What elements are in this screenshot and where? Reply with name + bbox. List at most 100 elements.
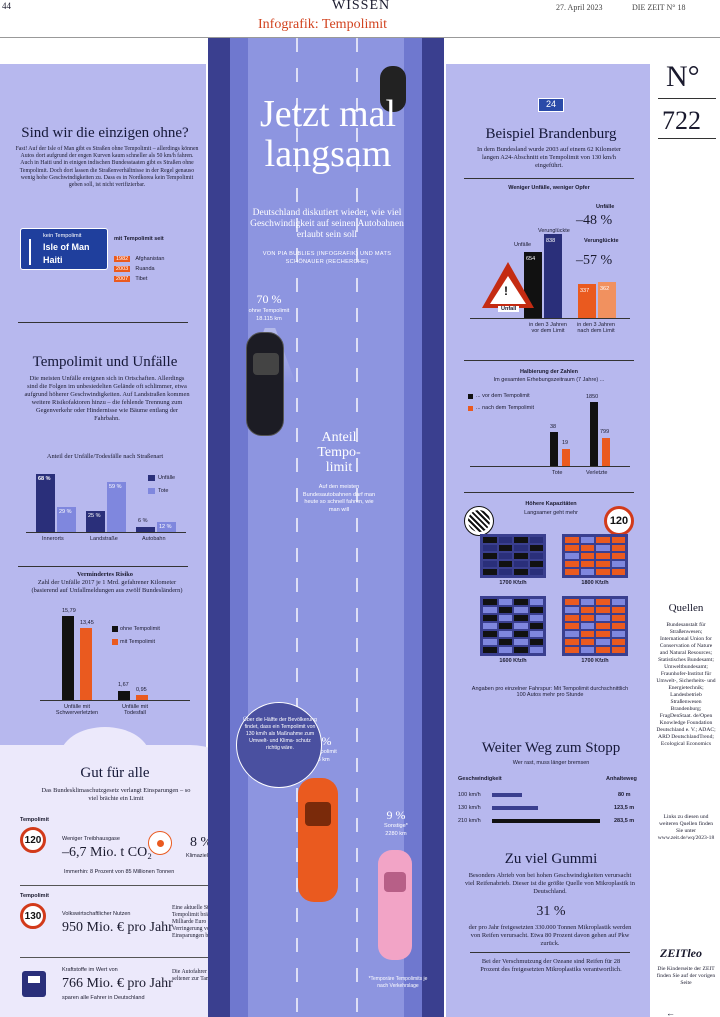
pump-window bbox=[28, 976, 40, 983]
rubber-title: Zu viel Gummi bbox=[504, 851, 598, 867]
bar-value: 19 bbox=[562, 440, 569, 446]
car3-percent: 9 % bbox=[386, 808, 406, 822]
car-cell bbox=[580, 545, 594, 551]
since-country: Tibet bbox=[135, 276, 148, 282]
bar-value: 15,79 bbox=[62, 608, 76, 614]
col-header-distance: Anhalteweg bbox=[606, 776, 637, 782]
sidebar: N° 722 Quellen Bundesanstalt für Straßen… bbox=[652, 38, 720, 1017]
bar-label: 25 % bbox=[88, 513, 101, 519]
capacity-value: 1700 Kfz/h bbox=[499, 580, 527, 586]
category-label: Autobahn bbox=[142, 536, 166, 542]
lane-marking bbox=[356, 38, 358, 1017]
bar-tod-mit bbox=[136, 695, 148, 700]
legend-swatch bbox=[148, 475, 155, 481]
car-cell bbox=[596, 553, 610, 559]
car1-label: ohne Tempolimit bbox=[248, 308, 290, 314]
capacity-title: Höhere Kapazitäten bbox=[525, 501, 577, 507]
car-cell bbox=[529, 639, 543, 645]
since-year: 2003 bbox=[114, 266, 131, 272]
bar-innerorts-tote: 29 % bbox=[57, 507, 76, 532]
divider bbox=[658, 98, 716, 99]
legend-label: ohne Tempolimit bbox=[120, 626, 160, 632]
rubber-text: Besonders Abrieb von bei hohen Geschwind… bbox=[464, 872, 636, 895]
benefit2-value: 950 Mio. € pro Jahr bbox=[62, 920, 173, 935]
sign-value: 130 bbox=[24, 910, 42, 922]
percent-verunglueckte: –57 % bbox=[576, 253, 613, 268]
accidents-chart: 68 % 29 % 25 % 59 % 6 % 12 % Innerorts L… bbox=[16, 464, 196, 554]
opinion-bubble: Über die Hälfte der Bevölkerung findet, … bbox=[236, 702, 322, 788]
bar-label: 29 % bbox=[59, 509, 72, 515]
col-header-speed: Geschwindigkeit bbox=[458, 776, 502, 782]
car-cell bbox=[565, 545, 579, 551]
lane-marking bbox=[296, 38, 298, 1017]
axis-line bbox=[40, 700, 190, 701]
car-pink bbox=[378, 850, 412, 960]
stopping-subtitle: Wer rast, muss länger bremsen bbox=[512, 760, 590, 766]
car-cell bbox=[514, 631, 528, 637]
car-cell bbox=[483, 553, 497, 559]
number-label: N° bbox=[666, 60, 700, 93]
share-text: Auf den meisten Bundesautobahnen darf ma… bbox=[302, 484, 376, 513]
car-cell bbox=[483, 607, 497, 613]
divider bbox=[464, 178, 634, 179]
speed-sign-120: 120 bbox=[604, 506, 634, 536]
capacity-subtitle: Langsamer geht mehr bbox=[524, 510, 578, 516]
car-cell bbox=[580, 599, 594, 605]
car-cell bbox=[529, 623, 543, 629]
bar-verl-nach bbox=[602, 438, 610, 466]
links-text: Links zu diesen und weiteren Quellen fin… bbox=[657, 814, 715, 841]
byline: VON PIA BUBLIES (INFOGRAFIK) UND MATS SC… bbox=[262, 251, 392, 265]
bar-value: 38 bbox=[550, 424, 557, 430]
autobahn-badge: 24 bbox=[538, 98, 564, 112]
car-cell bbox=[580, 631, 594, 637]
label-unfaelle: Unfälle bbox=[596, 204, 615, 210]
benefit3-sub: sparen alle Fahrer in Deutschland bbox=[62, 995, 145, 1001]
car-cell bbox=[580, 607, 594, 613]
since-country: Afghanistan bbox=[135, 256, 165, 262]
legend-label: Tote bbox=[158, 488, 169, 494]
benefits-title: Gut für alle bbox=[80, 765, 150, 781]
car-cell bbox=[611, 599, 625, 605]
risk-title: Vermindertes Risiko bbox=[76, 571, 134, 578]
since-item: 2007 Tibet bbox=[114, 265, 164, 282]
car-cell bbox=[611, 607, 625, 613]
row-speed: 130 km/h bbox=[458, 805, 481, 811]
bar-verl-nach: 362 bbox=[598, 282, 616, 318]
bar-label: 68 % bbox=[38, 476, 51, 482]
axis-line bbox=[470, 466, 630, 467]
bar-schwer-mit bbox=[80, 628, 92, 700]
rubber-percent: 31 % bbox=[536, 904, 566, 919]
car-cell bbox=[596, 599, 610, 605]
sources-text: Bundesanstalt für Straßenwesen; Internat… bbox=[656, 622, 716, 747]
windshield bbox=[253, 353, 279, 375]
car-cell bbox=[596, 615, 610, 621]
car3-label: Sonstige* bbox=[384, 823, 408, 829]
bar-value: 13,45 bbox=[80, 620, 94, 626]
distance-bar bbox=[492, 806, 538, 810]
accidents-text: Die meisten Unfälle ereignen sich in Ort… bbox=[24, 375, 190, 422]
sign-line-1: Isle of Man bbox=[43, 242, 90, 252]
no-limit-sign: kein Tempolimit Isle of Man Haiti bbox=[20, 228, 108, 270]
benefit1-value: –6,7 Mio. t CO₂ bbox=[62, 845, 153, 860]
car-cell bbox=[611, 615, 625, 621]
car-cell bbox=[596, 607, 610, 613]
car-cell bbox=[580, 647, 594, 653]
distance-bar bbox=[492, 819, 600, 823]
row-distance: 80 m bbox=[618, 792, 631, 798]
car-cell bbox=[529, 545, 543, 551]
car-cell bbox=[498, 561, 512, 567]
car-cell bbox=[611, 561, 625, 567]
car-cell bbox=[565, 647, 579, 653]
legend-label: mit Tempolimit bbox=[120, 639, 156, 645]
bar-schwer-ohne bbox=[62, 616, 74, 700]
sign-heading: kein Tempolimit bbox=[43, 233, 82, 239]
lane-grid-4 bbox=[562, 596, 628, 656]
benefits-subtitle: Das Bundesklimaschutzgesetz verlangt Ein… bbox=[41, 787, 191, 802]
legend-swatch bbox=[112, 639, 118, 645]
sign-line-2: Haiti bbox=[43, 255, 63, 265]
divider bbox=[18, 322, 188, 323]
car-cell bbox=[498, 553, 512, 559]
car-cell bbox=[529, 569, 543, 575]
car-cell bbox=[565, 561, 579, 567]
car-cell bbox=[483, 537, 497, 543]
